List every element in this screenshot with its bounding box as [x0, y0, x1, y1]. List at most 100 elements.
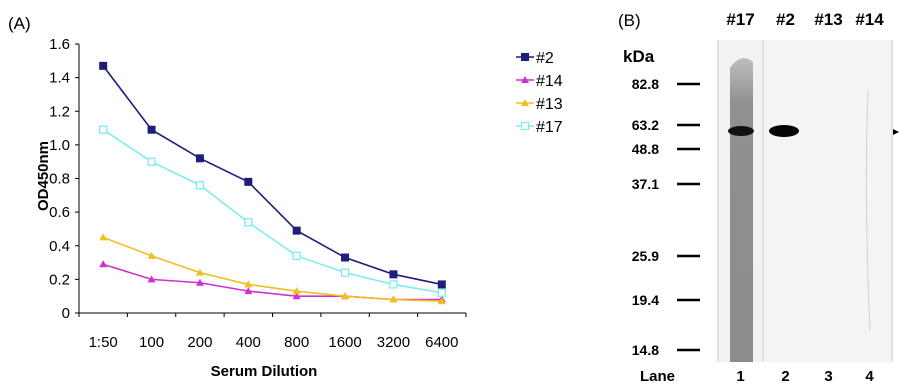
blot-lanes: #17 1 #2 2 #13 3 #14 4 — [717, 10, 893, 385]
y-tick-label: 0.6 — [49, 204, 70, 221]
legend-label: #14 — [536, 73, 563, 90]
data-point — [99, 233, 108, 241]
y-tick-label: 0.2 — [49, 271, 70, 288]
y-tick-label: 1.6 — [49, 36, 70, 53]
x-tick-label: 1600 — [328, 334, 361, 351]
lane-strip — [807, 40, 850, 362]
lane-header: #17 — [726, 10, 754, 29]
lane-header: #14 — [855, 10, 884, 29]
legend-marker — [521, 76, 529, 83]
lane-smear — [730, 58, 753, 363]
x-tick-label: 400 — [236, 334, 261, 351]
lane-strip — [764, 40, 807, 362]
data-point — [341, 292, 350, 300]
data-point — [195, 181, 205, 190]
series-lines — [99, 61, 446, 305]
protein-band — [728, 126, 754, 136]
data-point — [437, 280, 446, 289]
data-point — [292, 251, 301, 260]
data-point — [147, 275, 156, 283]
legend-item: #17 — [516, 119, 563, 136]
data-point — [147, 157, 156, 166]
lane-number: 2 — [781, 368, 789, 385]
lane-row-label: Lane — [640, 368, 675, 385]
x-tick-label: 6400 — [425, 334, 458, 351]
data-point — [292, 226, 301, 235]
data-point — [292, 292, 301, 300]
legend-item: #2 — [516, 50, 554, 67]
panel-a-line-chart: (A) OD450nm Serum Dilution 0 0.2 0.4 0.6 0.8… — [8, 14, 563, 380]
lane-header: #13 — [814, 10, 842, 29]
data-point — [195, 268, 204, 276]
x-tick-label: 1:50 — [89, 334, 118, 351]
series-line — [102, 236, 442, 303]
data-point — [389, 295, 398, 303]
tick-labels: 0 0.2 0.4 0.6 0.8 1.0 1.2 1.4 1.6 1:50 100 200 400 80… — [49, 36, 458, 351]
marker-label: 14.8 — [632, 342, 659, 358]
lane-4: #14 4 — [848, 10, 891, 385]
data-point — [244, 177, 253, 186]
lane-faint-streak — [865, 89, 871, 331]
marker-label: 19.4 — [632, 292, 659, 308]
lane-3: #13 3 — [807, 10, 850, 385]
lane-number: 4 — [865, 368, 874, 385]
panel-a-label: (A) — [8, 14, 31, 33]
x-tick-label: 800 — [284, 334, 309, 351]
lane-2: #2 2 — [764, 10, 807, 385]
lane-1: #17 1 — [719, 10, 762, 385]
data-point — [244, 287, 253, 295]
y-tick-label: 1.0 — [49, 137, 70, 154]
series-line — [102, 129, 442, 294]
panel-b-western-blot: (B) kDa 82.8 63.2 48.8 37.1 25.9 19.4 14.8 #17… — [618, 10, 899, 385]
legend-item: #14 — [516, 73, 563, 90]
data-point — [389, 280, 398, 289]
data-point — [195, 278, 204, 286]
y-tick-label: 0.4 — [49, 238, 70, 255]
legend: #2 #14 #13 #17 — [516, 50, 563, 136]
arrow-indicator — [893, 129, 899, 135]
series-17 — [99, 125, 446, 297]
marker-label: 25.9 — [632, 248, 659, 264]
data-point — [147, 251, 156, 259]
y-tick-label: 0.8 — [49, 171, 70, 188]
axes — [75, 43, 467, 317]
legend-label: #17 — [536, 119, 563, 136]
panel-b-label: (B) — [618, 11, 641, 30]
legend-label: #13 — [536, 96, 563, 113]
data-point — [340, 268, 350, 277]
data-point — [437, 297, 446, 305]
data-point — [244, 280, 253, 288]
legend-marker — [521, 53, 529, 61]
legend-marker — [520, 121, 530, 131]
y-axis-title: OD450nm — [35, 141, 52, 211]
legend-item: #13 — [516, 96, 563, 113]
data-point — [99, 61, 108, 70]
data-point — [341, 253, 350, 262]
protein-band — [769, 125, 799, 137]
data-point — [389, 270, 398, 279]
y-tick-label: 1.4 — [49, 70, 70, 87]
series-line — [102, 65, 442, 286]
lane-number: 1 — [736, 368, 744, 385]
data-point — [99, 260, 108, 268]
y-tick-label: 0 — [62, 305, 70, 322]
data-point — [292, 287, 301, 295]
x-tick-label: 200 — [187, 334, 212, 351]
data-point — [147, 125, 156, 134]
marker-label: 48.8 — [632, 141, 659, 157]
data-point — [99, 125, 108, 134]
y-tick-label: 1.2 — [49, 103, 70, 120]
x-tick-label: 100 — [139, 334, 164, 351]
legend-label: #2 — [536, 50, 554, 67]
x-axis-title: Serum Dilution — [211, 363, 318, 380]
molecular-weight-markers: 82.8 63.2 48.8 37.1 25.9 19.4 14.8 — [632, 76, 700, 358]
series-2 — [99, 61, 446, 289]
data-point — [437, 288, 446, 297]
marker-label: 82.8 — [632, 76, 659, 92]
lane-number: 3 — [824, 368, 832, 385]
marker-label: 63.2 — [632, 117, 659, 133]
data-point — [195, 154, 204, 163]
series-13 — [99, 233, 446, 305]
marker-label: 37.1 — [632, 176, 659, 192]
